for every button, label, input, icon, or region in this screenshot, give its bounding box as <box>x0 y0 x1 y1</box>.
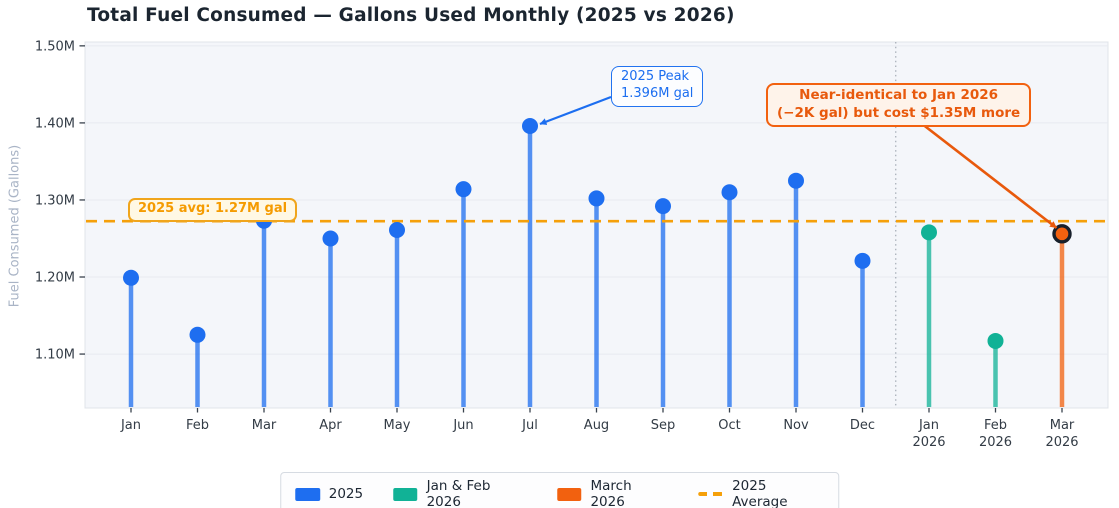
x-tick-label: Aug <box>584 418 609 433</box>
data-point-marker <box>854 252 871 269</box>
data-point-marker <box>123 269 139 286</box>
data-point-marker <box>455 181 472 198</box>
y-tick-label: 1.10M <box>35 348 75 363</box>
y-tick-label: 1.50M <box>35 39 75 54</box>
legend-swatch-march-2026 <box>556 487 582 501</box>
comparison-annotation-arrow <box>916 118 1058 229</box>
legend-label-march-2026: March 2026 <box>590 478 632 508</box>
legend-item-march-2026: March 2026 <box>556 478 669 508</box>
y-tick-label: 1.40M <box>35 116 75 131</box>
annotation-comparison-line2: (−2K gal) but cost $1.35M more <box>777 104 1021 121</box>
y-tick-label: 1.30M <box>35 193 75 208</box>
data-point-marker <box>389 222 405 239</box>
x-tick-sublabel: 2026 <box>912 435 945 450</box>
x-tick-label: May <box>384 418 411 433</box>
legend: 2025 Jan & Feb 2026 March 2026 2025 Aver… <box>279 472 840 508</box>
data-point-marker <box>588 190 605 207</box>
data-point-marker <box>1052 224 1072 244</box>
legend-item-2025-average: 2025 Average <box>698 478 825 508</box>
legend-label-jan-feb-2026: Jan & Feb 2026 <box>426 478 491 508</box>
annotation-march-comparison: Near-identical to Jan 2026 (−2K gal) but… <box>766 83 1032 128</box>
x-tick-label: Nov <box>783 418 809 433</box>
x-tick-label: Feb <box>186 418 209 433</box>
x-tick-label: Dec <box>850 418 875 433</box>
data-point-marker <box>921 224 937 241</box>
x-tick-label: Feb <box>984 418 1007 433</box>
x-tick-label: Jul <box>521 418 538 433</box>
legend-swatch-2025-average <box>698 492 724 496</box>
x-tick-label: Sep <box>651 418 676 433</box>
legend-swatch-jan-feb-2026 <box>393 487 418 501</box>
x-tick-label: Jan <box>120 418 141 433</box>
data-point-marker <box>189 326 206 343</box>
x-tick-sublabel: 2026 <box>979 435 1012 450</box>
legend-swatch-2025 <box>294 487 320 501</box>
data-point-marker <box>987 332 1004 349</box>
data-point-marker <box>721 184 738 201</box>
x-tick-label: Mar <box>252 418 277 433</box>
x-tick-sublabel: 2026 <box>1045 435 1078 450</box>
legend-label-2025-average: 2025 Average <box>732 478 788 508</box>
chart-title: Total Fuel Consumed — Gallons Used Month… <box>87 5 735 26</box>
data-point-marker <box>522 117 538 134</box>
x-tick-label: Jan <box>918 418 939 433</box>
x-tick-label: Oct <box>718 418 740 433</box>
x-tick-label: Apr <box>319 418 342 433</box>
legend-item-2025: 2025 <box>294 486 364 502</box>
x-tick-label: Mar <box>1050 418 1075 433</box>
data-point-marker <box>788 172 804 189</box>
y-tick-label: 1.20M <box>35 271 75 286</box>
data-point-marker <box>322 230 339 247</box>
annotation-peak-line2: 1.396M gal <box>621 85 694 101</box>
legend-item-jan-feb-2026: Jan & Feb 2026 <box>393 478 527 508</box>
data-point-marker <box>655 198 671 215</box>
annotation-comparison-line1: Near-identical to Jan 2026 <box>799 87 999 103</box>
annotation-peak-line1: 2025 Peak <box>621 69 690 84</box>
annotation-2025-peak: 2025 Peak 1.396M gal <box>611 66 704 107</box>
legend-label-2025: 2025 <box>328 486 364 502</box>
annotation-average-text: 2025 avg: 1.27M gal <box>138 201 288 216</box>
peak-annotation-arrow <box>539 95 612 126</box>
x-tick-label: Jun <box>452 418 473 433</box>
annotation-2025-average: 2025 avg: 1.27M gal <box>128 198 298 222</box>
